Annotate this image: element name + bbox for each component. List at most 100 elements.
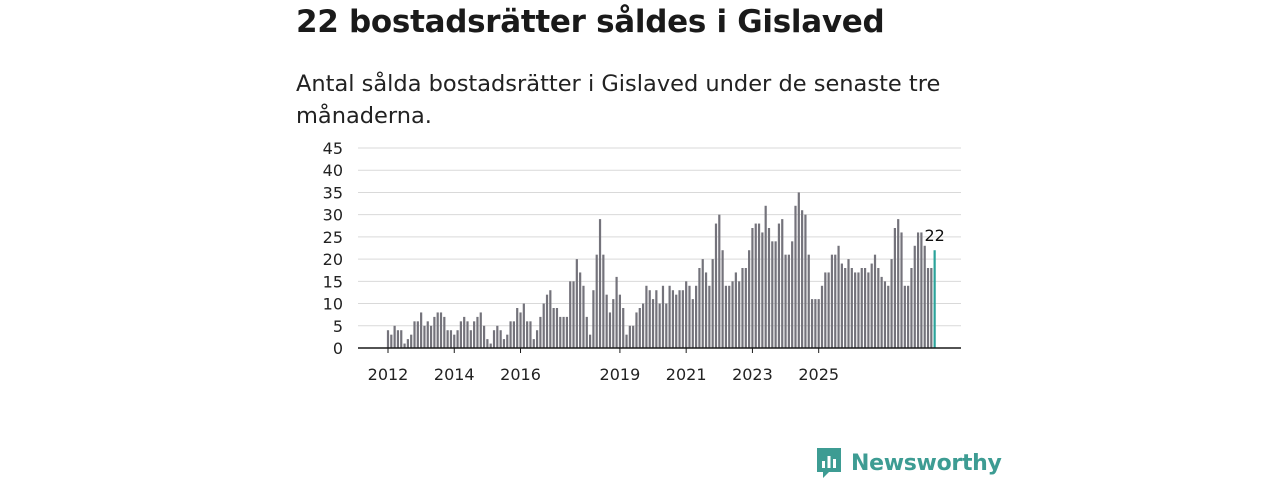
bar bbox=[443, 316, 446, 348]
y-tick-label: 10 bbox=[323, 295, 343, 314]
bar bbox=[420, 312, 423, 348]
bar bbox=[456, 330, 459, 348]
bar bbox=[575, 259, 578, 348]
bar bbox=[506, 334, 509, 348]
bar bbox=[814, 299, 817, 348]
bar bbox=[877, 268, 880, 348]
bar bbox=[903, 285, 906, 348]
bar bbox=[784, 254, 787, 348]
bar bbox=[711, 259, 714, 348]
x-tick-label: 2016 bbox=[500, 365, 541, 384]
bar bbox=[429, 325, 433, 348]
bar bbox=[748, 250, 751, 348]
bar bbox=[413, 321, 416, 348]
bar bbox=[423, 325, 426, 348]
bar bbox=[671, 290, 675, 348]
bar bbox=[804, 214, 807, 348]
bar bbox=[801, 210, 804, 348]
bar bbox=[645, 285, 648, 348]
bar bbox=[777, 223, 781, 348]
bar bbox=[492, 330, 496, 348]
bar bbox=[608, 312, 612, 348]
bar bbox=[840, 263, 843, 348]
bar bbox=[588, 334, 592, 348]
bar bbox=[794, 205, 797, 348]
bar bbox=[526, 321, 529, 348]
bar bbox=[658, 303, 661, 348]
bar bbox=[509, 321, 512, 348]
bar bbox=[900, 232, 903, 348]
bar bbox=[516, 308, 519, 348]
bar bbox=[512, 321, 515, 348]
bar bbox=[926, 268, 930, 348]
bar bbox=[565, 316, 569, 348]
bar bbox=[555, 308, 559, 348]
newsworthy-logo-icon bbox=[817, 448, 841, 478]
y-tick-label: 15 bbox=[323, 272, 343, 291]
bar bbox=[724, 285, 728, 348]
bar bbox=[622, 308, 625, 348]
bar bbox=[476, 316, 479, 348]
bar bbox=[416, 321, 419, 348]
bar bbox=[916, 232, 920, 348]
bar bbox=[817, 299, 820, 348]
bar bbox=[598, 219, 602, 348]
bar bbox=[701, 259, 704, 348]
bar bbox=[807, 254, 810, 348]
bar bbox=[386, 330, 390, 348]
newsworthy-logo-text: Newsworthy bbox=[851, 450, 1002, 476]
bar bbox=[651, 299, 655, 348]
bar bbox=[827, 272, 830, 348]
bar bbox=[867, 272, 870, 348]
bar bbox=[678, 290, 681, 348]
bar bbox=[738, 281, 741, 348]
bar bbox=[764, 205, 767, 348]
x-tick-label: 2012 bbox=[368, 365, 409, 384]
bar bbox=[393, 325, 396, 348]
bar bbox=[907, 285, 910, 348]
bar bbox=[559, 316, 562, 348]
bar bbox=[774, 241, 777, 348]
bar bbox=[661, 285, 665, 348]
bar bbox=[857, 272, 860, 348]
bar bbox=[870, 263, 873, 348]
bar bbox=[714, 223, 718, 348]
bar bbox=[860, 268, 863, 348]
bar bbox=[854, 272, 857, 348]
y-tick-label: 35 bbox=[323, 183, 343, 202]
bar bbox=[797, 192, 800, 348]
bar bbox=[685, 281, 688, 348]
bar bbox=[731, 281, 734, 348]
bar bbox=[787, 254, 790, 348]
bar bbox=[499, 330, 502, 348]
bar bbox=[612, 299, 615, 348]
bar bbox=[502, 339, 506, 348]
bar bbox=[552, 308, 555, 348]
bar bbox=[479, 312, 482, 348]
x-tick-label: 2014 bbox=[434, 365, 475, 384]
y-tick-label: 30 bbox=[323, 206, 343, 225]
bar bbox=[761, 232, 764, 348]
bar bbox=[595, 254, 598, 348]
bar bbox=[844, 268, 847, 348]
bar bbox=[426, 321, 429, 348]
bar bbox=[920, 232, 923, 348]
bar bbox=[579, 272, 582, 348]
bar bbox=[459, 321, 462, 348]
bar bbox=[767, 228, 771, 348]
bar bbox=[410, 334, 413, 348]
bar bbox=[923, 245, 926, 348]
bar bbox=[449, 330, 453, 348]
bar bbox=[549, 290, 552, 348]
bar bbox=[439, 312, 443, 348]
bar bbox=[837, 245, 840, 348]
y-axis-ticks: 0 5 10 15 20 25 30 35 40 45 bbox=[323, 139, 343, 358]
bar bbox=[642, 303, 645, 348]
bar bbox=[390, 334, 393, 348]
bar bbox=[602, 254, 605, 348]
bar bbox=[847, 259, 850, 348]
bar bbox=[824, 272, 827, 348]
bar bbox=[542, 303, 545, 348]
bar bbox=[728, 285, 731, 348]
y-tick-label: 25 bbox=[323, 228, 343, 247]
